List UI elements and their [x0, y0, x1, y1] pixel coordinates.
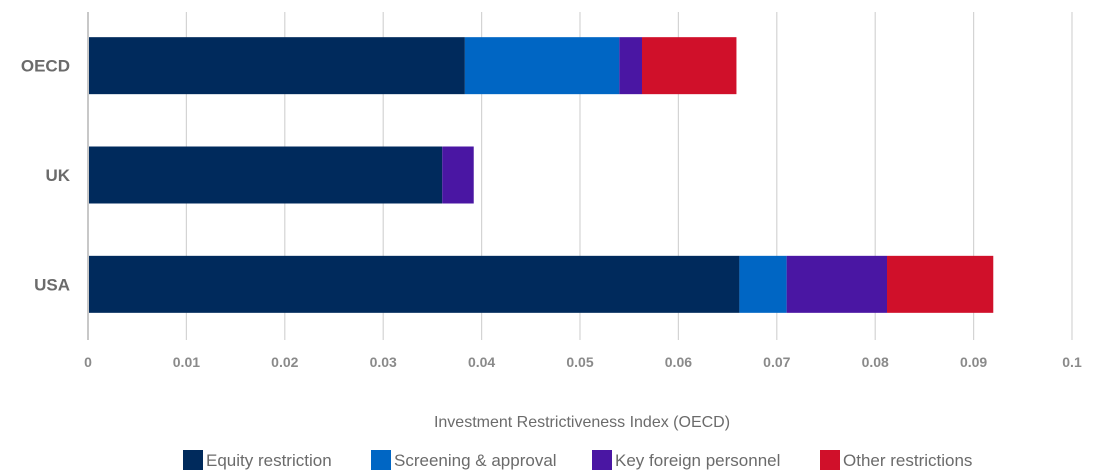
x-tick-label: 0.02 [271, 354, 298, 370]
bar-segment [88, 146, 443, 204]
bar-segment [641, 37, 737, 95]
legend-label: Key foreign personnel [615, 451, 780, 470]
bar-segment [464, 37, 620, 95]
x-tick-label: 0.03 [370, 354, 397, 370]
axes: 0 0.01 0.02 0.03 0.04 0.05 0.06 0.07 0.08 0.09 0.1… [21, 12, 1082, 370]
bars [88, 37, 994, 313]
x-tick-label: 0.04 [468, 354, 495, 370]
category-label: USA [34, 275, 70, 294]
legend-swatch [183, 450, 203, 470]
x-tick-label: 0.07 [763, 354, 790, 370]
bar-segment [88, 255, 740, 313]
bar-segment [887, 255, 994, 313]
bar-segment [88, 37, 465, 95]
bar-segment [739, 255, 787, 313]
x-tick-label: 0.08 [862, 354, 889, 370]
x-tick-label: 0.05 [566, 354, 593, 370]
x-tick-label: 0.01 [173, 354, 200, 370]
bar-segment [619, 37, 642, 95]
category-label: UK [45, 166, 70, 185]
x-tick-label: 0.1 [1062, 354, 1082, 370]
bar-segment [442, 146, 474, 204]
legend-label: Other restrictions [843, 451, 972, 470]
legend-swatch [592, 450, 612, 470]
legend-label: Screening & approval [394, 451, 557, 470]
legend-swatch [820, 450, 840, 470]
x-tick-label: 0 [84, 354, 92, 370]
bar-segment [786, 255, 888, 313]
x-axis-title: Investment Restrictiveness Index (OECD) [434, 414, 730, 431]
legend: Equity restriction Screening & approval Ke… [183, 450, 972, 470]
x-tick-label: 0.09 [960, 354, 987, 370]
category-label: OECD [21, 57, 70, 76]
legend-swatch [371, 450, 391, 470]
x-tick-label: 0.06 [665, 354, 692, 370]
legend-label: Equity restriction [206, 451, 332, 470]
